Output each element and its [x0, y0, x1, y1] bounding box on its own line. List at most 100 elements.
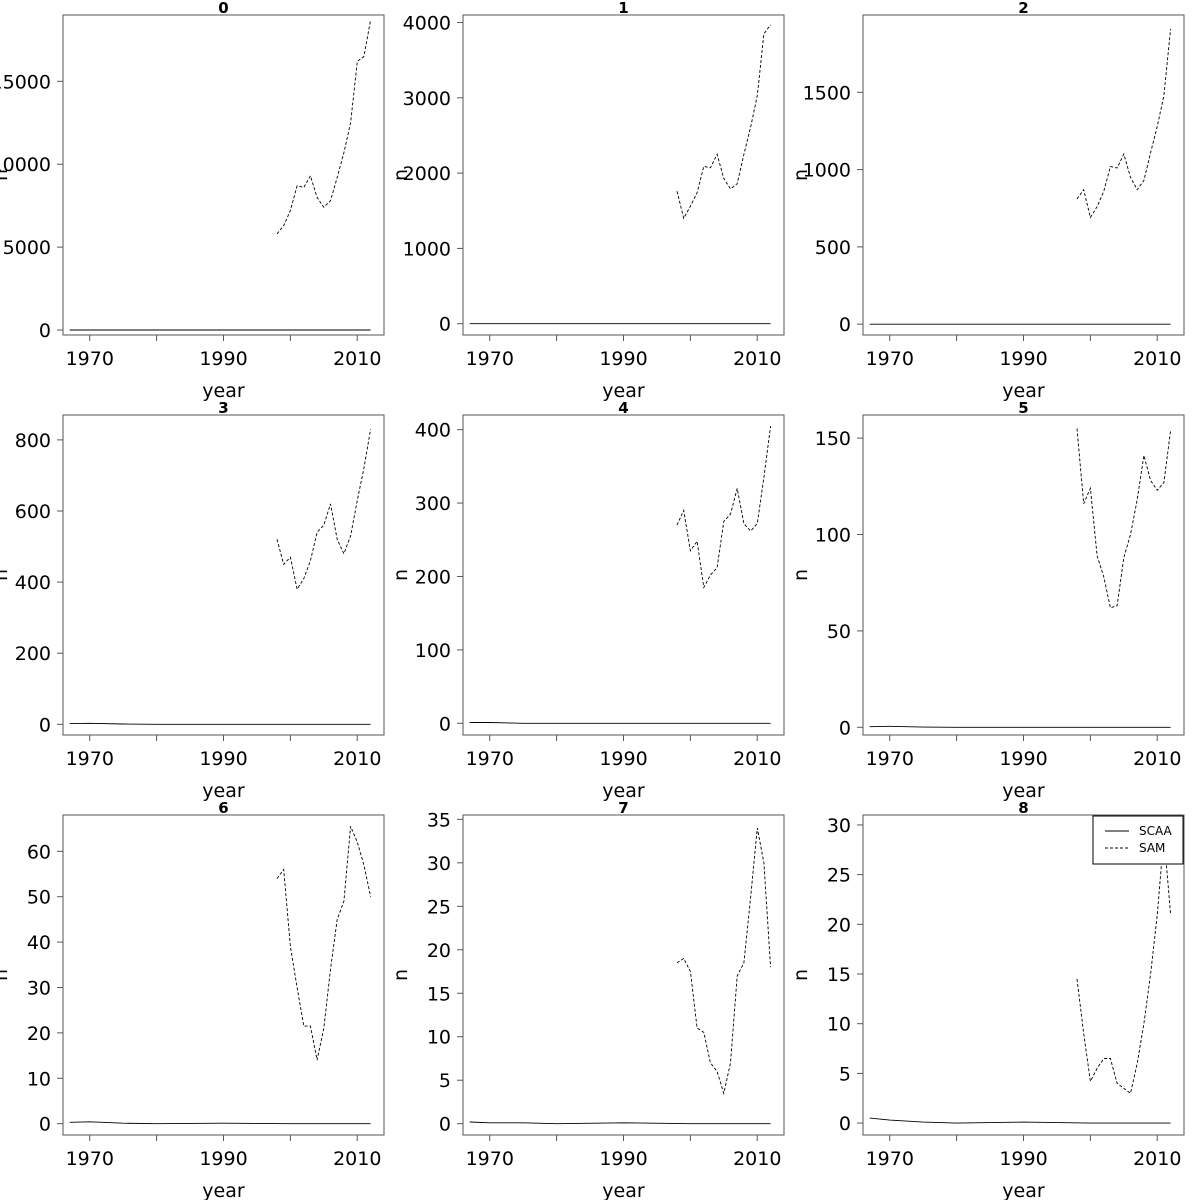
y-tick-label: 150 — [815, 428, 851, 450]
x-axis-label: year — [602, 380, 645, 402]
legend-box — [1092, 815, 1184, 865]
y-tick-label: 0 — [39, 714, 51, 736]
plot-frame — [62, 414, 385, 736]
x-tick-label: 2010 — [333, 1148, 381, 1170]
y-tick-label: 2000 — [403, 163, 451, 185]
y-tick-label: 20 — [427, 940, 451, 962]
panel-7: 7 1970 1990 2010 0 5 10 15 20 25 30 35 year n — [390, 799, 785, 1200]
y-tick-label: 35 — [427, 809, 451, 831]
y-tick-label: 0 — [839, 314, 851, 336]
panel-title: 5 — [1018, 399, 1028, 417]
x-tick-label: 2010 — [733, 1148, 781, 1170]
x-axis-label: year — [1002, 380, 1045, 402]
y-tick-label: 1000 — [403, 238, 451, 260]
x-tick-label: 1970 — [66, 1148, 114, 1170]
series-line-sam — [676, 827, 772, 1096]
y-axis-label: n — [0, 969, 12, 981]
plot-frame — [462, 814, 785, 1136]
y-tick-label: 0 — [439, 1114, 451, 1136]
y-axis-label: n — [390, 969, 412, 981]
x-axis-label: year — [602, 780, 645, 802]
x-tick-label: 2010 — [1133, 348, 1181, 370]
legend-label-scaa: SCAA — [1139, 824, 1173, 838]
x-tick-label: 1970 — [866, 1148, 914, 1170]
x-tick-label: 1990 — [599, 1148, 647, 1170]
y-tick-label: 25 — [427, 896, 451, 918]
x-axis-label: year — [202, 1180, 245, 1200]
y-tick-label: 300 — [415, 493, 451, 515]
panel-title: 6 — [218, 799, 228, 817]
y-axis-label: n — [790, 569, 812, 581]
y-tick-label: 200 — [415, 566, 451, 588]
x-tick-label: 2010 — [333, 748, 381, 770]
y-axis-label: n — [0, 569, 12, 581]
panel-1: 1 1970 1990 2010 0 1000 2000 3000 4000 year n — [390, 0, 785, 402]
series-line-sam — [1076, 28, 1172, 219]
series-line-sam — [1076, 834, 1172, 1095]
y-tick-label: 30 — [427, 853, 451, 875]
x-axis-label: year — [602, 1180, 645, 1200]
y-tick-label: 1500 — [803, 82, 851, 104]
y-tick-label: 15000 — [0, 71, 51, 93]
y-tick-label: 10 — [827, 1014, 851, 1036]
panel-title: 1 — [618, 0, 628, 17]
x-tick-label: 1990 — [599, 748, 647, 770]
y-tick-label: 5000 — [3, 237, 51, 259]
panel-title: 2 — [1018, 0, 1028, 17]
series-line-scaa — [469, 1121, 771, 1125]
y-tick-label: 3000 — [403, 88, 451, 110]
series-line-sam — [676, 24, 771, 220]
x-tick-label: 1990 — [199, 748, 247, 770]
y-axis-label: n — [390, 169, 412, 181]
legend-label-sam: SAM — [1139, 841, 1165, 855]
panel-0: 0 1970 1990 2010 0 5000 10000 15000 year n — [0, 0, 385, 402]
y-tick-label: 5 — [839, 1063, 851, 1085]
x-tick-label: 1970 — [466, 748, 514, 770]
series-line-sam — [276, 19, 372, 235]
x-tick-label: 1990 — [999, 348, 1047, 370]
x-axis-label: year — [202, 780, 245, 802]
y-axis-label: n — [390, 569, 412, 581]
x-tick-label: 1970 — [866, 748, 914, 770]
y-tick-label: 200 — [15, 643, 51, 665]
series-line-scaa — [69, 722, 371, 725]
x-tick-label: 1970 — [66, 748, 114, 770]
y-axis-label: n — [790, 969, 812, 981]
x-tick-label: 1990 — [199, 1148, 247, 1170]
x-tick-label: 1990 — [999, 1148, 1047, 1170]
x-tick-label: 1970 — [466, 1148, 514, 1170]
y-tick-label: 100 — [415, 640, 451, 662]
x-tick-label: 2010 — [1133, 748, 1181, 770]
y-tick-label: 10 — [427, 1027, 451, 1049]
panel-title: 0 — [218, 0, 228, 17]
series-line-sam — [1076, 428, 1172, 609]
panel-8: 8 1970 1990 2010 0 5 10 15 20 25 30 year n SCAA SAM — [790, 799, 1185, 1200]
y-tick-label: 500 — [815, 237, 851, 259]
x-tick-label: 2010 — [733, 748, 781, 770]
legend: SCAA SAM — [1092, 815, 1184, 865]
y-tick-label: 60 — [27, 841, 51, 863]
y-tick-label: 10000 — [0, 154, 51, 176]
y-tick-label: 10 — [27, 1068, 51, 1090]
panel-6: 6 1970 1990 2010 0 10 20 30 40 50 60 year n — [0, 799, 385, 1200]
series-line-scaa — [69, 1121, 371, 1125]
x-tick-label: 1990 — [999, 748, 1047, 770]
panel-title: 8 — [1018, 799, 1028, 817]
panel-2: 2 1970 1990 2010 0 500 1000 1500 year n — [790, 0, 1185, 402]
y-tick-label: 0 — [439, 314, 451, 336]
panel-title: 3 — [218, 399, 228, 417]
y-axis-label: n — [0, 169, 12, 181]
x-tick-label: 2010 — [333, 348, 381, 370]
y-tick-label: 0 — [839, 1113, 851, 1135]
x-tick-label: 1970 — [866, 348, 914, 370]
x-tick-label: 1990 — [599, 348, 647, 370]
y-tick-label: 20 — [27, 1023, 51, 1045]
y-tick-label: 100 — [815, 525, 851, 547]
plot-frame — [862, 14, 1185, 336]
y-tick-label: 600 — [15, 501, 51, 523]
plot-frame — [62, 814, 385, 1136]
panel-4: 4 1970 1990 2010 0 100 200 300 400 year n — [390, 399, 785, 802]
series-line-scaa — [869, 1117, 1171, 1124]
y-tick-label: 50 — [827, 621, 851, 643]
